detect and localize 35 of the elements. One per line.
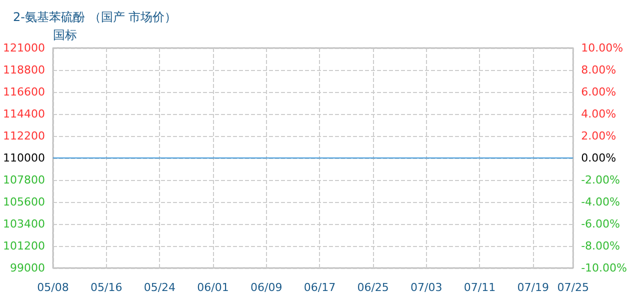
y2-tick-label: 8.00%: [581, 64, 616, 76]
y-tick-label: 99000: [10, 262, 45, 274]
x-tick-label: 06/17: [304, 281, 336, 294]
x-tick-label: 07/11: [464, 281, 496, 294]
chart-title: 2-氨基苯硫酚 （国产 市场价）: [13, 10, 177, 24]
y-tick-label: 112200: [2, 130, 45, 142]
x-tick-label: 07/03: [410, 281, 442, 294]
y-tick-label: 103400: [2, 218, 45, 230]
chart-subtitle: 国标: [53, 28, 77, 42]
y2-tick-label: 0.00%: [581, 152, 616, 164]
x-tick-label: 06/25: [357, 281, 389, 294]
y-tick-label: 114400: [2, 108, 45, 120]
y-tick-label: 118800: [2, 64, 45, 76]
x-tick-label: 07/25: [557, 281, 589, 294]
y2-tick-label: 6.00%: [581, 86, 616, 98]
x-tick-label: 07/19: [517, 281, 549, 294]
y-tick-label: 105600: [2, 196, 45, 208]
x-tick-label: 06/01: [197, 281, 229, 294]
y-tick-label: 101200: [2, 240, 45, 252]
y-tick-label: 116600: [2, 86, 45, 98]
y2-tick-label: 10.00%: [581, 42, 624, 54]
y2-tick-label: 2.00%: [581, 130, 616, 142]
y2-tick-label: -6.00%: [581, 218, 620, 230]
y2-tick-label: -4.00%: [581, 196, 620, 208]
y2-tick-label: -2.00%: [581, 174, 620, 186]
x-tick-label: 05/08: [37, 281, 69, 294]
y2-tick-label: -10.00%: [581, 262, 628, 274]
y-tick-label: 107800: [2, 174, 45, 186]
y-tick-label: 121000: [2, 42, 45, 54]
y2-tick-label: -8.00%: [581, 240, 620, 252]
x-tick-label: 05/24: [144, 281, 176, 294]
y-tick-label: 110000: [2, 152, 45, 164]
x-tick-label: 06/09: [250, 281, 282, 294]
x-tick-label: 05/16: [90, 281, 122, 294]
y2-tick-label: 4.00%: [581, 108, 616, 120]
